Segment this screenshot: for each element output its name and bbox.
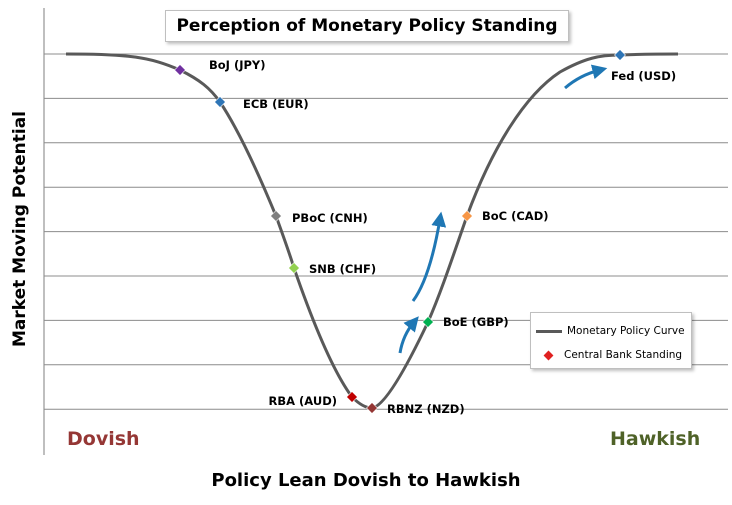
momentum-arrow [564, 64, 608, 90]
dovish-label: Dovish [67, 428, 140, 450]
momentum-arrow [398, 316, 419, 354]
legend-item-curve: Monetary Policy Curve [531, 322, 685, 340]
momentum-arrow [411, 211, 447, 302]
legend: Monetary Policy Curve Central Bank Stand… [530, 312, 692, 369]
legend-label-curve: Monetary Policy Curve [567, 325, 685, 337]
bank-label: Fed (USD) [611, 69, 676, 83]
bank-marker [614, 49, 626, 61]
legend-marker-swatch [543, 350, 554, 360]
bank-label: PBoC (CNH) [292, 211, 368, 225]
bank-label: BoC (CAD) [482, 209, 549, 223]
bank-label: ECB (EUR) [243, 97, 309, 111]
bank-label: SNB (CHF) [309, 262, 376, 276]
gridlines [44, 53, 728, 410]
hawkish-label: Hawkish [610, 428, 701, 450]
bank-label: BoE (GBP) [443, 315, 509, 329]
points-layer [174, 49, 626, 414]
bank-marker [366, 402, 378, 414]
bank-marker [214, 96, 226, 108]
chart-title: Perception of Monetary Policy Standing [165, 10, 569, 42]
bank-label: RBA (AUD) [269, 394, 337, 408]
bank-marker [270, 210, 282, 222]
legend-line-swatch [536, 329, 562, 333]
y-axis-label: Market Moving Potential [10, 110, 30, 348]
legend-item-standing: Central Bank Standing [531, 346, 682, 364]
x-axis-label: Policy Lean Dovish to Hawkish [211, 470, 521, 491]
momentum-arrows [398, 64, 608, 354]
bank-marker [346, 391, 358, 403]
bank-marker [461, 210, 473, 222]
bank-label: RBNZ (NZD) [387, 402, 465, 416]
bank-marker [288, 262, 300, 274]
labels-layer: BoJ (JPY) ECB (EUR) PBoC (CNH) SNB (CHF) RBA… [209, 58, 676, 416]
bank-marker [422, 316, 434, 328]
legend-label-standing: Central Bank Standing [564, 349, 683, 361]
bank-label: BoJ (JPY) [209, 58, 266, 72]
bank-marker [174, 64, 186, 76]
